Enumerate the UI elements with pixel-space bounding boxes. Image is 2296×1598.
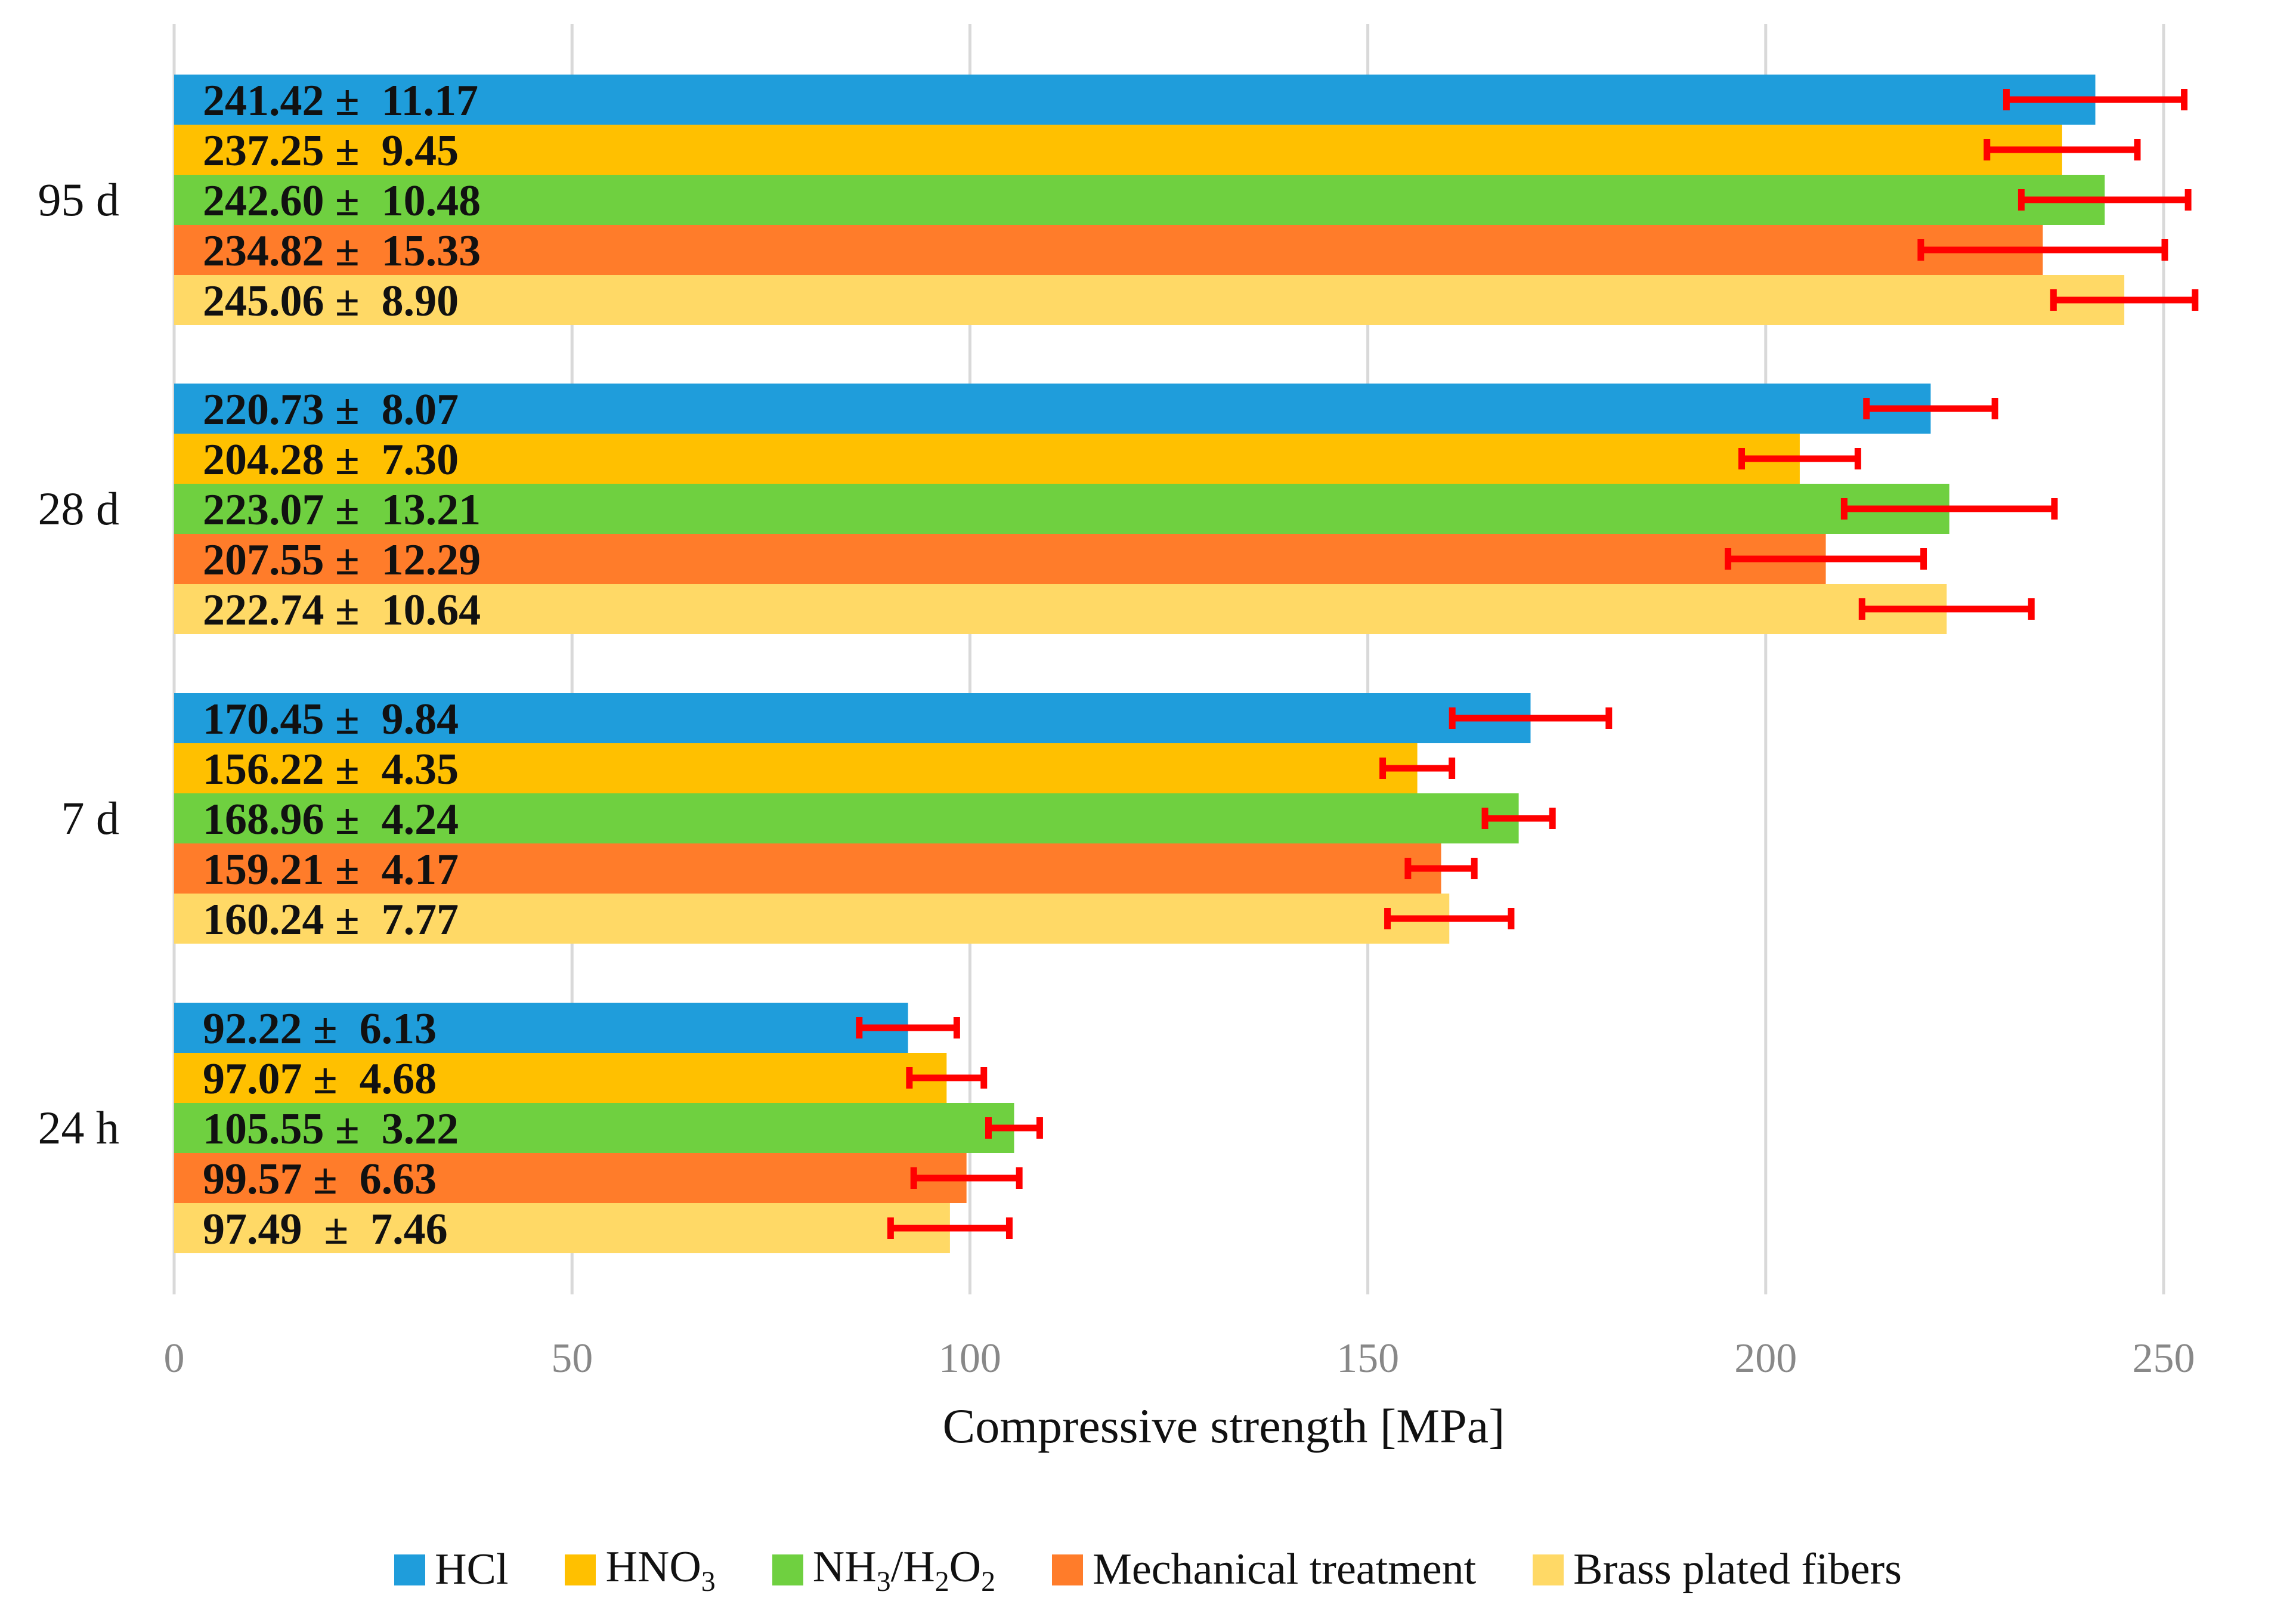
bar-value-label: 241.42 ± 11.17 bbox=[203, 76, 478, 125]
x-tick-label: 200 bbox=[1734, 1336, 1797, 1381]
bar-value-label: 156.22 ± 4.35 bbox=[203, 745, 459, 794]
bar bbox=[174, 225, 2043, 275]
bar-value-label: 234.82 ± 15.33 bbox=[203, 227, 481, 276]
error-bar bbox=[887, 1217, 1013, 1239]
legend-label: NH3/H2O2 bbox=[812, 1543, 996, 1597]
x-tick-label: 150 bbox=[1336, 1336, 1399, 1381]
error-bar bbox=[985, 1117, 1043, 1139]
category-label: 24 h bbox=[38, 1102, 120, 1154]
bar-value-label: 159.21 ± 4.17 bbox=[203, 845, 459, 894]
error-bar bbox=[1384, 908, 1515, 929]
bar-value-label: 97.07 ± 4.68 bbox=[203, 1055, 437, 1104]
error-bar bbox=[1738, 448, 1861, 469]
error-bar bbox=[1449, 707, 1613, 729]
bar bbox=[174, 1153, 967, 1203]
bar bbox=[174, 534, 1826, 584]
bar bbox=[174, 584, 1947, 634]
x-tick-label: 100 bbox=[939, 1336, 1001, 1381]
error-bar bbox=[906, 1067, 988, 1089]
bar-value-label: 170.45 ± 9.84 bbox=[203, 695, 459, 744]
error-bar bbox=[1404, 858, 1478, 879]
legend-label: Brass plated fibers bbox=[1573, 1545, 1902, 1594]
bar bbox=[174, 125, 2062, 175]
bar bbox=[174, 793, 1519, 843]
bar bbox=[174, 843, 1441, 894]
error-bar bbox=[2050, 289, 2199, 311]
bar bbox=[174, 175, 2105, 225]
error-bar bbox=[1858, 598, 2035, 620]
bar bbox=[174, 743, 1418, 793]
x-tick-label: 50 bbox=[551, 1336, 593, 1381]
bar bbox=[174, 1003, 908, 1053]
legend: HCl HNO3 NH3/H2O2 Mechanical treatment Brass… bbox=[0, 1542, 2296, 1598]
bar-value-label: 99.57 ± 6.63 bbox=[203, 1155, 437, 1204]
category-label: 7 d bbox=[61, 792, 120, 844]
x-tick-label: 250 bbox=[2133, 1336, 2195, 1381]
bar-value-label: 168.96 ± 4.24 bbox=[203, 795, 459, 844]
bar-value-label: 92.22 ± 6.13 bbox=[203, 1004, 437, 1053]
bar bbox=[174, 894, 1450, 944]
legend-swatch bbox=[394, 1554, 426, 1585]
legend-swatch bbox=[565, 1554, 596, 1585]
category-label: 28 d bbox=[38, 483, 120, 534]
legend-item: NH3/H2O2 bbox=[772, 1542, 995, 1598]
bar bbox=[174, 693, 1531, 743]
error-bar bbox=[1863, 398, 1998, 419]
error-bar bbox=[1984, 139, 2141, 160]
legend-label: Mechanical treatment bbox=[1093, 1545, 1477, 1594]
legend-item: HNO3 bbox=[565, 1542, 716, 1598]
bars bbox=[174, 75, 2125, 1253]
bar bbox=[174, 1203, 950, 1253]
bar bbox=[174, 1053, 947, 1103]
x-tick-label: 0 bbox=[164, 1336, 185, 1381]
legend-swatch bbox=[1052, 1554, 1084, 1585]
legend-item: HCl bbox=[394, 1544, 508, 1595]
bar bbox=[174, 434, 1800, 484]
legend-label: HCl bbox=[435, 1545, 509, 1594]
legend-swatch bbox=[1533, 1554, 1564, 1585]
x-tick-labels: 0 50 100 150 200 250 bbox=[164, 1336, 2195, 1381]
bar-value-label: 220.73 ± 8.07 bbox=[203, 385, 459, 434]
bar-value-label: 237.25 ± 9.45 bbox=[203, 126, 459, 175]
error-bars bbox=[856, 89, 2199, 1239]
bar-value-label: 204.28 ± 7.30 bbox=[203, 435, 459, 484]
bar bbox=[174, 75, 2096, 125]
category-label: 95 d bbox=[38, 174, 120, 225]
legend-swatch bbox=[772, 1554, 803, 1585]
error-bar bbox=[856, 1017, 960, 1038]
error-bar bbox=[1725, 548, 1927, 570]
error-bar bbox=[2017, 189, 2192, 211]
bar-value-label: 105.55 ± 3.22 bbox=[203, 1105, 459, 1154]
legend-item: Mechanical treatment bbox=[1052, 1544, 1476, 1595]
bar-value-label: 242.60 ± 10.48 bbox=[203, 177, 481, 225]
bar bbox=[174, 384, 1931, 434]
bar-value-label: 97.49 ± 7.46 bbox=[203, 1205, 448, 1254]
error-bar bbox=[1379, 758, 1456, 779]
error-bar bbox=[1917, 239, 2168, 261]
error-bar bbox=[910, 1167, 1023, 1189]
legend-label: HNO3 bbox=[605, 1543, 716, 1597]
bar-value-label: 207.55 ± 12.29 bbox=[203, 536, 481, 585]
bar bbox=[174, 1103, 1014, 1153]
category-labels: 95 d 28 d 7 d 24 h bbox=[38, 174, 120, 1154]
error-bar bbox=[1840, 498, 2058, 520]
bar-value-label: 245.06 ± 8.90 bbox=[203, 277, 459, 326]
error-bar bbox=[2003, 89, 2188, 110]
bar-value-label: 160.24 ± 7.77 bbox=[203, 895, 459, 944]
bar-value-label: 223.07 ± 13.21 bbox=[203, 486, 481, 534]
bar bbox=[174, 484, 1950, 534]
legend-item: Brass plated fibers bbox=[1533, 1544, 1902, 1595]
x-axis-title: Compressive strength [MPa] bbox=[943, 1399, 1505, 1453]
bar-value-label: 222.74 ± 10.64 bbox=[203, 586, 481, 635]
bar bbox=[174, 275, 2125, 325]
error-bar bbox=[1481, 808, 1556, 829]
